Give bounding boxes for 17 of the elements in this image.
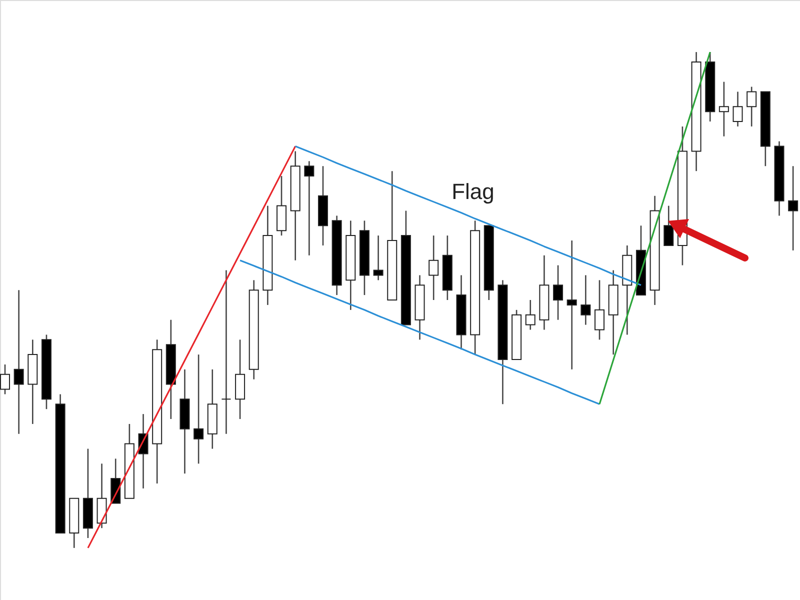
candlestick xyxy=(221,270,232,435)
candlestick xyxy=(580,274,591,326)
candlestick xyxy=(594,280,605,340)
candlestick xyxy=(194,354,204,464)
candlestick xyxy=(553,264,564,320)
candlestick xyxy=(718,81,729,138)
annotation: Flag xyxy=(452,179,494,204)
candlestick xyxy=(428,234,439,301)
candlestick xyxy=(566,240,577,370)
candlestick xyxy=(373,234,384,281)
candlestick xyxy=(14,289,24,435)
candlestick xyxy=(746,86,757,128)
candlestick xyxy=(525,299,536,330)
candlestick xyxy=(304,160,314,256)
candlestick xyxy=(664,205,674,246)
candlestick xyxy=(788,165,798,252)
candlestick xyxy=(732,91,743,128)
